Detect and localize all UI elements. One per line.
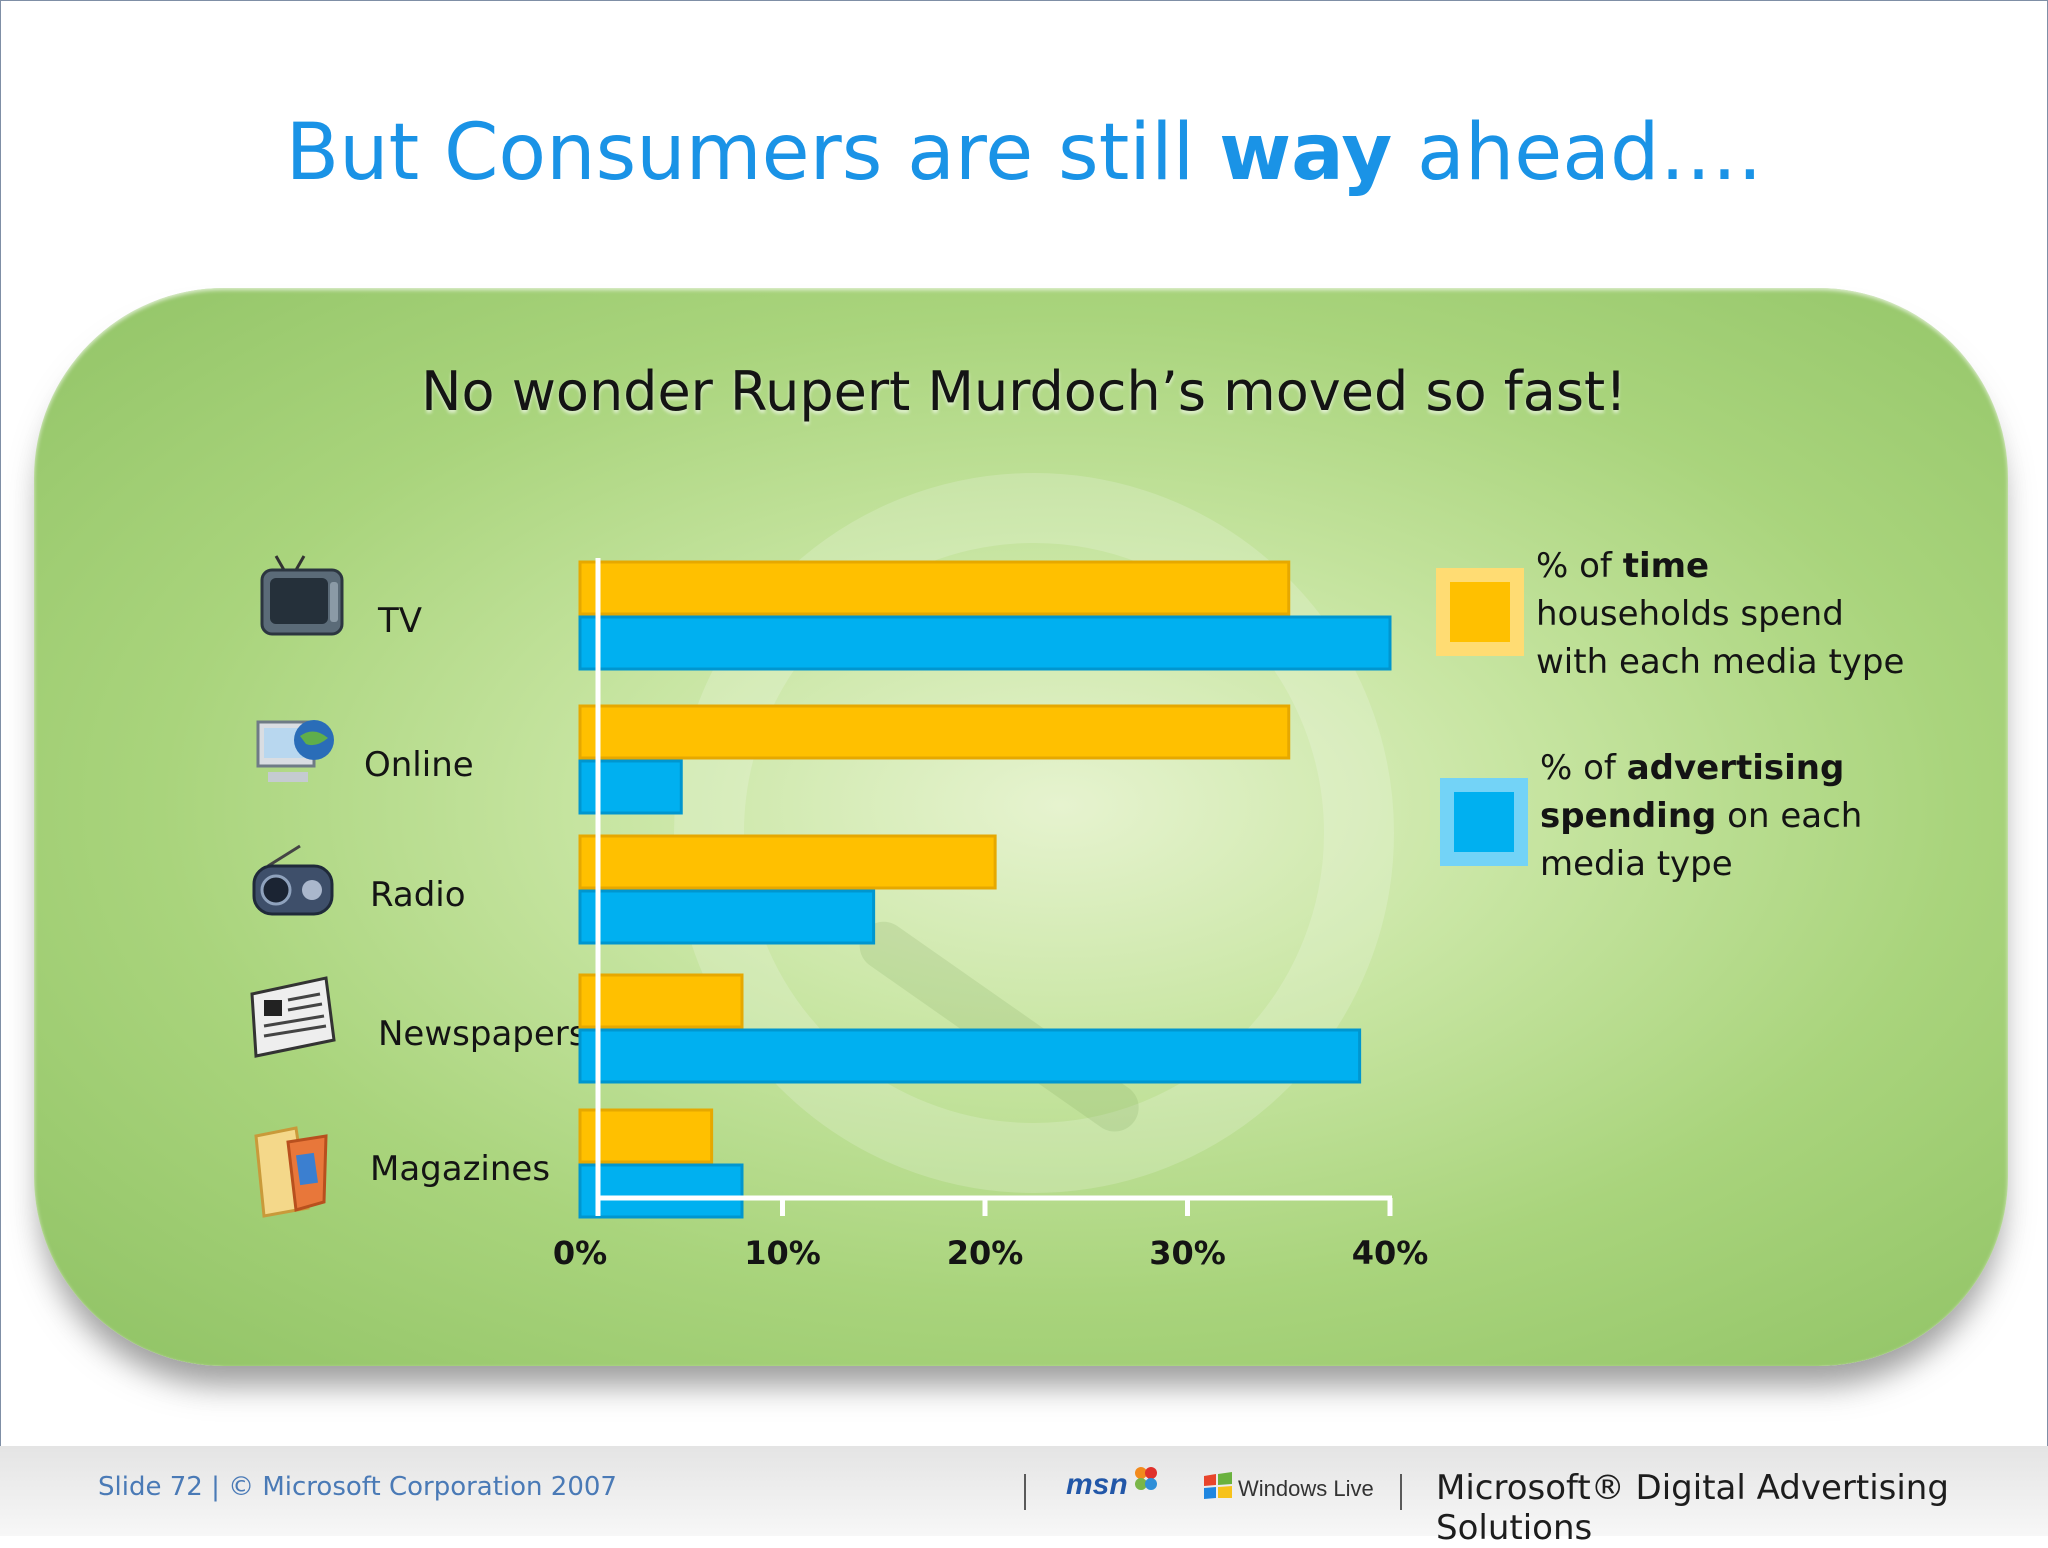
- footer-separator-2: [1400, 1474, 1402, 1510]
- msn-logo: msn: [1066, 1468, 1128, 1501]
- category-label: TV: [377, 601, 422, 641]
- slide-title: But Consumers are still way ahead….: [285, 108, 1763, 198]
- radio-icon: [252, 844, 334, 916]
- bar-chart: TV Online Radio Newspapers Magazines 0% 10% 20…: [250, 555, 1429, 1272]
- category-label: Radio: [370, 875, 466, 915]
- x-tick-label: 10%: [744, 1234, 821, 1272]
- x-tick-label: 30%: [1149, 1234, 1226, 1272]
- x-tick-label: 40%: [1352, 1234, 1429, 1272]
- microsoft-brand: Microsoft® Digital Advertising Solutions: [1436, 1468, 1949, 1548]
- bar-advertising: [578, 889, 876, 945]
- bar-time: [578, 560, 1291, 616]
- footer-copyright: Slide 72 | © Microsoft Corporation 2007: [98, 1472, 617, 1502]
- newspaper-icon: [250, 976, 336, 1058]
- x-tick-label: 20%: [947, 1234, 1024, 1272]
- legend-swatch-time: [1436, 568, 1524, 656]
- bar-time: [578, 704, 1291, 760]
- msn-butterfly-icon: [1135, 1467, 1157, 1490]
- magazine-icon: [254, 1126, 328, 1218]
- legend-ad-text: % of advertising spending on each media …: [1540, 748, 1863, 884]
- bar-advertising: [578, 759, 683, 815]
- tv-icon: [260, 555, 344, 636]
- category-label: Magazines: [370, 1149, 550, 1189]
- legend-time-text: % of time households spend with each med…: [1536, 546, 1905, 682]
- x-tick-label: 0%: [553, 1234, 607, 1272]
- bar-advertising: [578, 1028, 1362, 1084]
- bar-time: [578, 1108, 714, 1164]
- windows-flag-icon: [1204, 1472, 1232, 1499]
- chart-title: No wonder Rupert Murdoch’s moved so fast…: [421, 360, 1627, 423]
- bar-time: [578, 834, 997, 890]
- windows-live-logo: Windows Live: [1238, 1476, 1374, 1501]
- category-label: Online: [364, 745, 474, 785]
- legend-swatch-ad: [1440, 778, 1528, 866]
- computer-icon: [256, 720, 334, 782]
- bar-advertising: [578, 1163, 744, 1219]
- chart-panel: [34, 288, 2008, 1366]
- slide-footer: Slide 72 | © Microsoft Corporation 2007 …: [0, 1446, 2048, 1548]
- footer-separator: [1024, 1474, 1026, 1510]
- category-label: Newspapers: [378, 1014, 586, 1054]
- bar-advertising: [578, 615, 1392, 671]
- bar-time: [578, 973, 744, 1029]
